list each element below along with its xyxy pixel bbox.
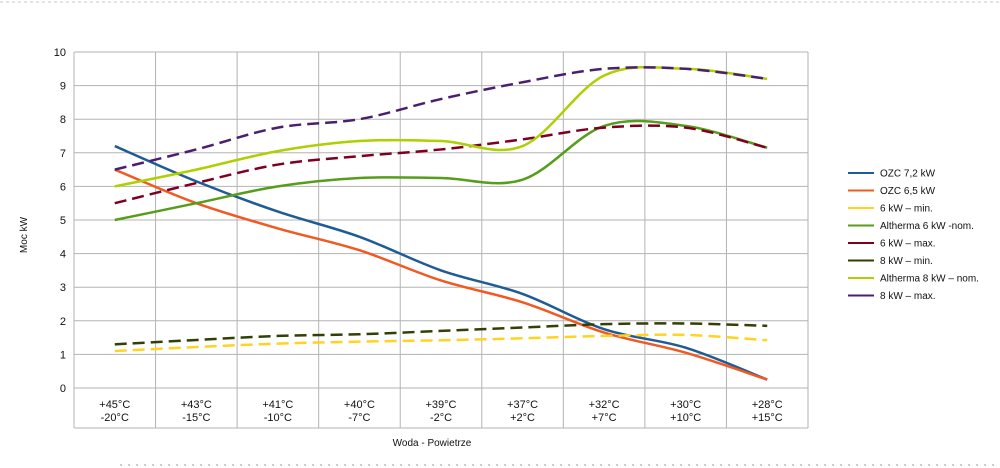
- y-axis-tick-labels: 0 1 2 3 4 5 6 7 8 9 10: [54, 47, 66, 395]
- legend-label: OZC 7,2 kW: [880, 169, 936, 180]
- y-tick-label: 0: [60, 383, 66, 395]
- x-tick-label: +43°C: [181, 399, 212, 411]
- y-tick-label: 6: [60, 181, 66, 193]
- legend-label: 8 kW – max.: [880, 291, 936, 302]
- legend-label: Altherma 6 kW -nom.: [880, 221, 974, 232]
- grid: [73, 51, 809, 429]
- y-tick-label: 10: [54, 47, 66, 59]
- y-tick-label: 9: [60, 81, 66, 93]
- x-tick-label: +15°C: [752, 412, 783, 424]
- x-tick-label: +39°C: [425, 399, 456, 411]
- x-tick-label: +7°C: [592, 412, 617, 424]
- x-tick-label: +30°C: [670, 399, 701, 411]
- legend-label: 8 kW – min.: [880, 256, 933, 267]
- legend-label: OZC 6,5 kW: [880, 186, 936, 197]
- x-tick-label: +10°C: [670, 412, 701, 424]
- x-tick-label: +28°C: [752, 399, 783, 411]
- y-axis-title: Moc kW: [19, 216, 30, 253]
- x-axis-title: Woda - Powietrze: [393, 438, 472, 449]
- x-tick-label: +32°C: [589, 399, 620, 411]
- y-tick-label: 8: [60, 114, 66, 126]
- x-axis-tick-labels: +45°C-20°C +43°C-15°C +41°C-10°C +40°C-7°C +…: [99, 399, 783, 424]
- y-tick-label: 4: [60, 249, 66, 261]
- x-tick-label: +40°C: [344, 399, 375, 411]
- series-line: [114, 168, 768, 381]
- x-tick-label: -7°C: [348, 412, 370, 424]
- y-tick-label: 3: [60, 282, 66, 294]
- x-tick-label: -2°C: [430, 412, 452, 424]
- series-line: [114, 65, 768, 188]
- series-line: [114, 124, 768, 205]
- x-tick-label: +45°C: [99, 399, 130, 411]
- x-tick-label: -15°C: [182, 412, 210, 424]
- legend: OZC 7,2 kW OZC 6,5 kW 6 kW – min. Altherma …: [848, 169, 979, 302]
- y-tick-label: 1: [60, 349, 66, 361]
- series-lines: [114, 65, 768, 381]
- legend-label: 6 kW – min.: [880, 204, 933, 215]
- series-line: [114, 144, 768, 381]
- legend-label: Altherma 8 kW – nom.: [880, 274, 979, 285]
- x-tick-label: +37°C: [507, 399, 538, 411]
- y-tick-label: 7: [60, 148, 66, 160]
- series-line: [114, 66, 768, 171]
- x-tick-label: -20°C: [101, 412, 129, 424]
- y-tick-label: 2: [60, 316, 66, 328]
- y-tick-label: 5: [60, 215, 66, 227]
- x-tick-label: -10°C: [264, 412, 292, 424]
- series-line: [114, 119, 768, 222]
- series-line: [114, 322, 768, 346]
- legend-label: 6 kW – max.: [880, 239, 936, 250]
- x-tick-label: +2°C: [510, 412, 535, 424]
- series-line: [114, 333, 768, 353]
- x-tick-label: +41°C: [262, 399, 293, 411]
